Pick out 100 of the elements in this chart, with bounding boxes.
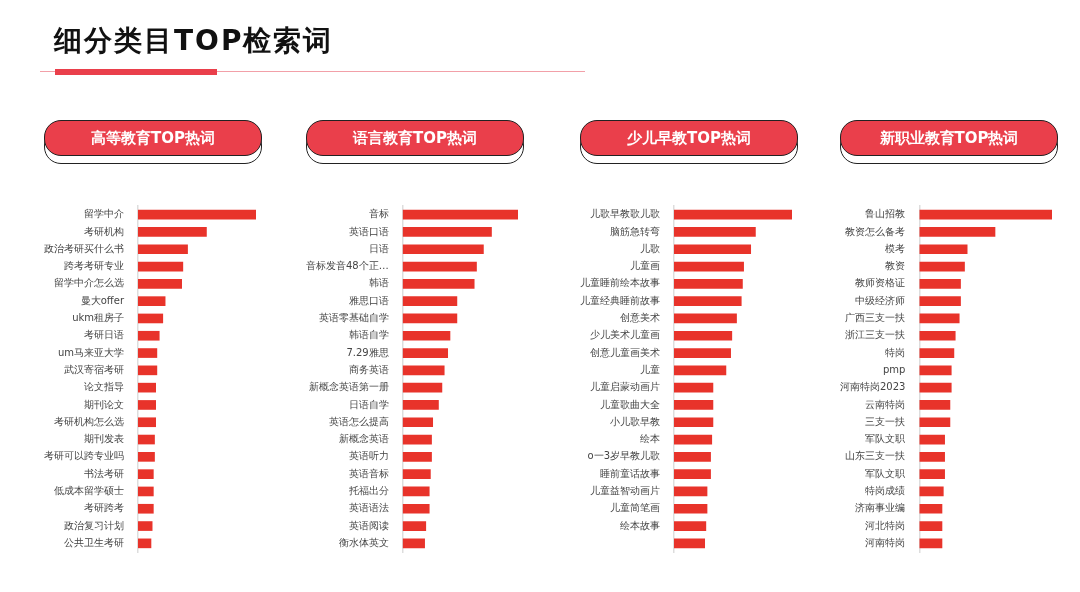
y-tick-label: 雅思口语 (348, 294, 389, 306)
bar (138, 296, 166, 306)
y-tick-label: 绘本 (640, 433, 660, 445)
bar (138, 261, 184, 272)
bar (138, 279, 182, 289)
y-tick-label: 托福出分 (347, 485, 389, 497)
bar (919, 227, 996, 237)
y-tick-label: 军队文职 (865, 467, 906, 479)
bar (674, 400, 714, 410)
bar (402, 296, 458, 306)
bar (402, 330, 451, 341)
y-tick-label: 考研跨考 (84, 502, 124, 514)
y-tick-label: 论文指导 (84, 381, 124, 393)
bar (402, 503, 430, 514)
y-tick-label: 儿童画 (630, 260, 660, 272)
bar (138, 382, 157, 393)
y-tick-label: 跨考考研专业 (64, 260, 124, 272)
y-tick-label: 特岗 (885, 346, 906, 358)
bar (674, 486, 708, 497)
chart-title: 少儿早教TOP热词 (580, 120, 798, 156)
y-tick-label: 睡前童话故事 (600, 467, 660, 479)
y-tick-label: 创意儿童画美术 (590, 346, 660, 358)
bar (138, 452, 155, 462)
y-tick-label: 鲁山招教 (865, 208, 906, 220)
y-tick-label: 山东三支一扶 (845, 450, 906, 462)
bar (674, 348, 731, 358)
bar (674, 452, 711, 462)
y-tick-label: 教资怎么备考 (845, 225, 906, 237)
bar (402, 469, 431, 479)
bar (919, 521, 943, 531)
bar (674, 382, 714, 393)
y-tick-label: 广西三支一扶 (845, 312, 906, 324)
bar (138, 209, 256, 220)
bar (674, 244, 752, 255)
y-tick-label: 日语 (368, 242, 389, 254)
bar (402, 417, 434, 428)
bar (674, 313, 737, 324)
y-tick-label: 武汉寄宿考研 (64, 363, 124, 375)
bar (402, 486, 430, 497)
bar (138, 365, 158, 376)
bar (402, 348, 449, 358)
bar (919, 209, 1052, 220)
bar (919, 348, 955, 358)
bar (138, 434, 155, 445)
bar (402, 244, 484, 255)
y-tick-label: 小儿歌早教 (610, 415, 660, 427)
y-tick-label: 教资 (885, 260, 906, 272)
y-tick-label: 军队文职 (865, 433, 906, 445)
y-tick-label: 河南特岗2023 (840, 381, 906, 393)
bar (138, 521, 153, 531)
bar (138, 330, 160, 341)
y-tick-label: 政治复习计划 (64, 519, 124, 531)
text: 细分类目TOP检索词 (54, 23, 334, 59)
y-tick-label: 儿歌早教歌儿歌 (590, 208, 660, 220)
y-tick-label: 模考 (885, 242, 906, 254)
y-tick-label: 中级经济师 (855, 294, 906, 306)
y-tick-label: 儿童睡前绘本故事 (580, 277, 660, 289)
y-tick-label: 创意美术 (620, 312, 660, 324)
y-tick-label: 儿童经典睡前故事 (580, 294, 660, 306)
y-tick-label: pmp (883, 363, 906, 375)
y-tick-label: 留学中介怎么选 (54, 277, 124, 289)
bar (674, 330, 733, 341)
y-tick-label: 河北特岗 (865, 519, 906, 531)
y-tick-label: 云南特岗 (865, 398, 906, 410)
y-tick-label: o一3岁早教儿歌 (587, 450, 660, 462)
bar (674, 365, 727, 376)
chart-title: 语言教育TOP热词 (306, 120, 524, 156)
y-tick-label: 儿童简笔画 (610, 502, 660, 514)
y-tick-label: ukm租房子 (72, 312, 124, 324)
bar (919, 330, 956, 341)
bar (138, 486, 154, 497)
y-tick-label: 日语自学 (348, 398, 389, 410)
bar (674, 417, 714, 428)
bar (919, 382, 952, 393)
chart-title: 高等教育TOP热词 (44, 120, 262, 156)
y-tick-label: 曼大offer (80, 294, 125, 306)
y-tick-label: um马来亚大学 (57, 346, 124, 358)
y-tick-label: 儿童益智动画片 (590, 485, 660, 497)
y-tick-label: 教师资格证 (855, 277, 906, 289)
bar (919, 279, 961, 289)
bar (919, 417, 951, 428)
y-tick-label: 考研机构 (84, 225, 124, 237)
bar (919, 469, 945, 479)
y-tick-label: 特岗成绩 (865, 485, 906, 497)
bar (138, 469, 154, 479)
bar (402, 279, 475, 289)
y-tick-label: 期刊发表 (84, 433, 124, 445)
bar (674, 209, 792, 220)
y-tick-label: 英语怎么提高 (328, 415, 389, 427)
bar (919, 503, 943, 514)
bar (402, 313, 458, 324)
bar (919, 538, 943, 549)
bar (138, 348, 158, 358)
bar (674, 469, 711, 479)
bar (919, 486, 944, 497)
y-tick-label: 少儿美术儿童画 (590, 329, 660, 341)
y-tick-label: 公共卫生考研 (64, 536, 124, 548)
bar (674, 296, 742, 306)
y-tick-label: 衡水体英文 (338, 536, 389, 548)
y-tick-label: 政治考研买什么书 (44, 242, 124, 254)
